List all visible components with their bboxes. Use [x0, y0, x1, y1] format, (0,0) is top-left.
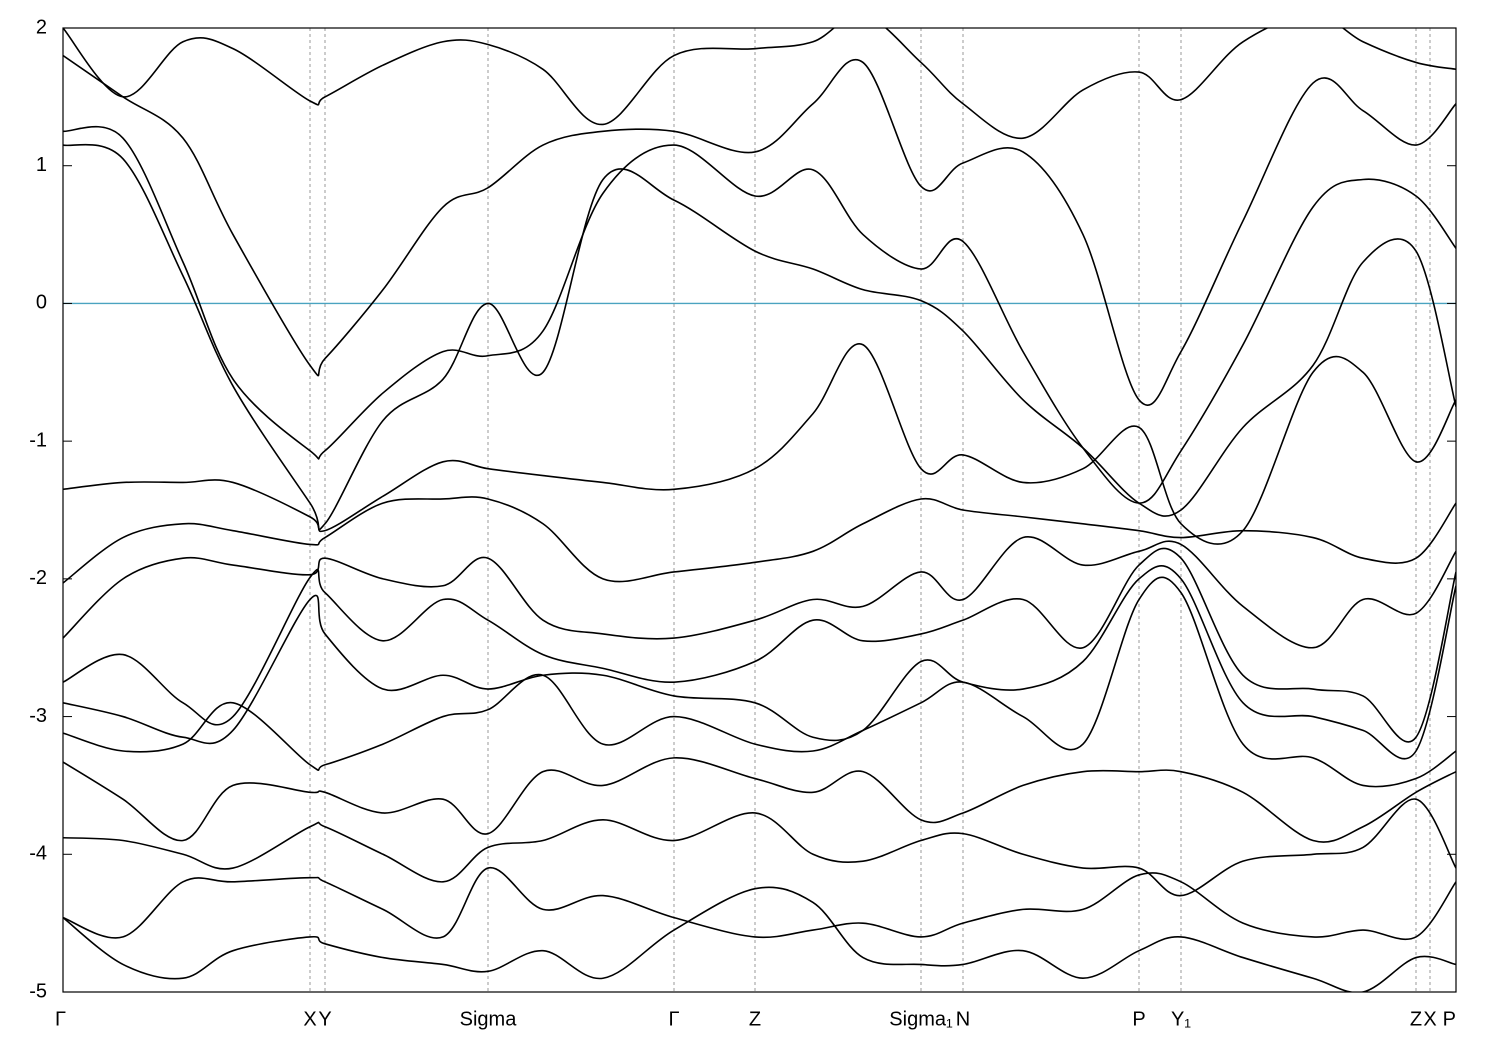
x-tick-label: Γ — [668, 1008, 679, 1030]
band-line — [63, 886, 1456, 992]
band-line — [63, 28, 1456, 139]
x-tick-label: Sigma₁ — [889, 1008, 953, 1030]
x-tick-label: Z — [1410, 1008, 1422, 1030]
grid — [62, 28, 1457, 992]
band-line — [63, 496, 1456, 584]
y-tick-label: 1 — [36, 154, 47, 176]
y-tick-label: -4 — [29, 843, 47, 865]
x-tick-label: Y₁ — [1171, 1008, 1191, 1030]
x-tick-label: X — [303, 1008, 316, 1030]
x-tick-label: N — [956, 1008, 970, 1030]
band-line — [63, 757, 1456, 843]
band-line — [63, 54, 1456, 406]
x-tick-label: Γ — [55, 1008, 66, 1030]
band-line — [63, 798, 1456, 897]
y-tick-label: -5 — [29, 980, 47, 1002]
band-line — [63, 867, 1456, 941]
plot-frame — [62, 27, 1457, 993]
y-tick-label: 2 — [36, 16, 47, 38]
bands — [63, 28, 1456, 992]
x-tick-label: P — [1132, 1008, 1145, 1030]
y-tick-label: -3 — [29, 705, 47, 727]
band-line — [63, 343, 1456, 545]
x-tick-label: P — [1443, 1008, 1456, 1030]
x-tick-label: Sigma — [460, 1008, 518, 1030]
band-line — [63, 565, 1456, 760]
x-tick-label: X — [1423, 1008, 1436, 1030]
band-line — [63, 143, 1456, 531]
band-line — [63, 125, 1456, 504]
y-tick-label: -1 — [29, 429, 47, 451]
y-tick-label: 0 — [36, 292, 47, 314]
x-tick-label: Y — [318, 1008, 331, 1030]
y-tick-label: -2 — [29, 567, 47, 589]
band-line — [63, 576, 1456, 788]
band-line — [63, 547, 1456, 743]
band-line — [63, 536, 1456, 649]
x-tick-label: Z — [749, 1008, 761, 1030]
